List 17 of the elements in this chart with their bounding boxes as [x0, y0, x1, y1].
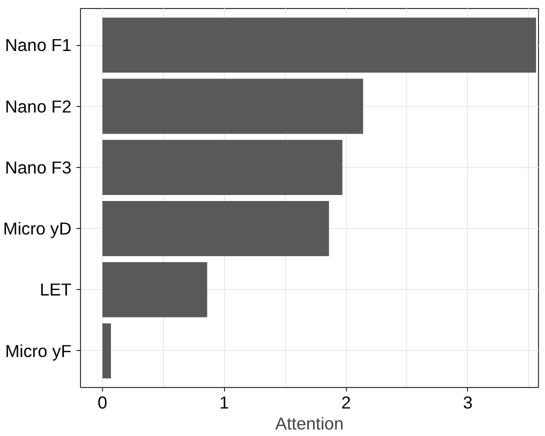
- bar: [102, 18, 536, 73]
- x-tick-label: 2: [341, 392, 351, 412]
- bar: [102, 323, 111, 378]
- bar: [102, 78, 364, 134]
- bar: [102, 140, 342, 195]
- x-tick-label: 3: [463, 392, 473, 412]
- x-tick-label: 0: [98, 392, 108, 412]
- x-axis-title: Attention: [275, 414, 344, 434]
- y-tick-label: Micro yF: [5, 340, 72, 361]
- y-tick-label: LET: [40, 280, 72, 300]
- y-tick-label: Nano F2: [5, 96, 72, 116]
- bar: [102, 201, 329, 256]
- y-tick-label: Nano F3: [5, 157, 72, 178]
- y-tick-label: Micro yD: [3, 218, 72, 239]
- x-tick-label: 1: [219, 392, 230, 412]
- y-tick-label: Nano F1: [5, 35, 72, 56]
- bar: [102, 262, 208, 318]
